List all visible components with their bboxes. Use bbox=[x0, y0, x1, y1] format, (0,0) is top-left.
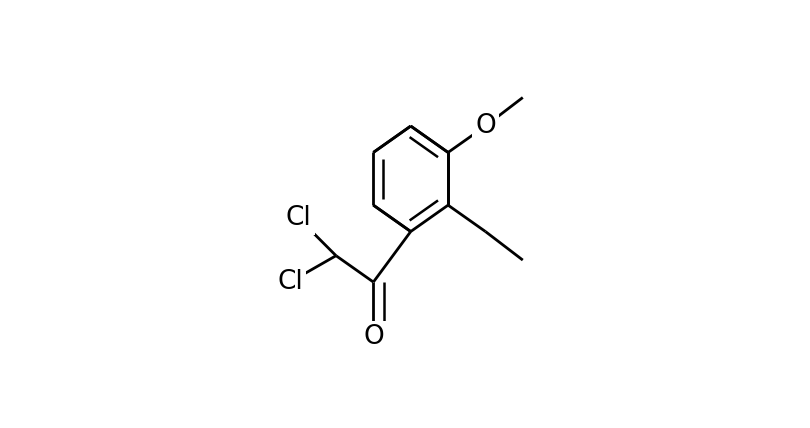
Text: O: O bbox=[475, 113, 496, 139]
Text: Cl: Cl bbox=[286, 205, 312, 232]
Text: Cl: Cl bbox=[277, 269, 303, 295]
Text: O: O bbox=[363, 324, 384, 350]
